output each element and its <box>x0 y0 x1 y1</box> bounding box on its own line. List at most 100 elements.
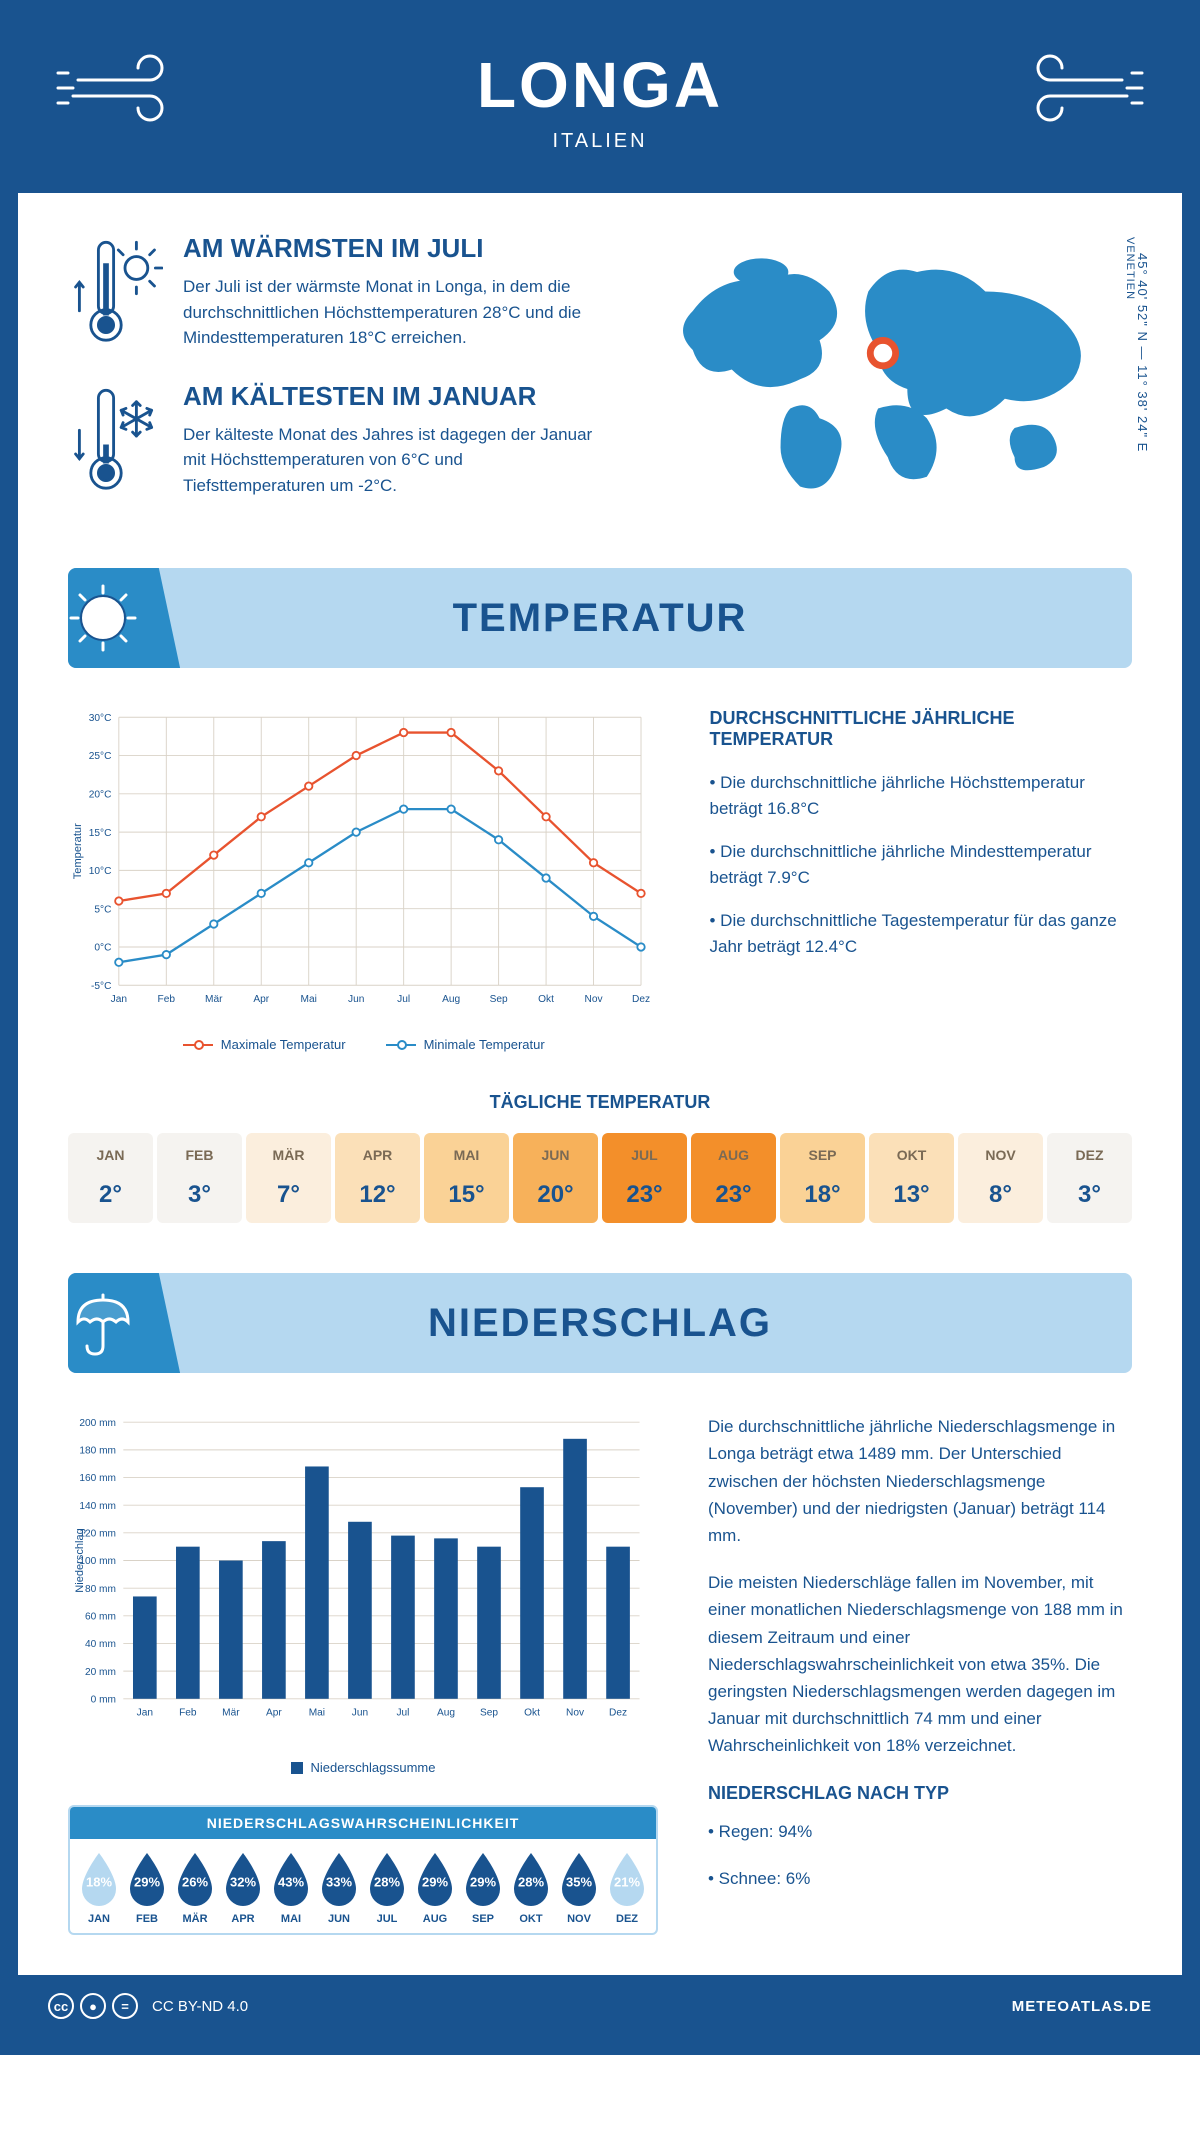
umbrella-icon <box>68 1288 138 1358</box>
precip-section-title: NIEDERSCHLAG <box>68 1301 1132 1346</box>
section-temperature: TEMPERATUR <box>68 568 1132 668</box>
license-text: CC BY-ND 4.0 <box>152 1998 248 2015</box>
svg-text:Aug: Aug <box>442 994 460 1005</box>
world-map <box>644 233 1132 511</box>
daily-cell: MÄR7° <box>246 1133 331 1223</box>
svg-text:Jul: Jul <box>397 994 410 1005</box>
svg-text:200 mm: 200 mm <box>79 1418 116 1429</box>
svg-text:15°C: 15°C <box>89 828 112 839</box>
coordinates: 45° 40' 52" N — 11° 38' 24" E <box>1135 253 1150 452</box>
svg-text:Apr: Apr <box>253 994 269 1005</box>
daily-cell: JUN20° <box>513 1133 598 1223</box>
svg-text:Nov: Nov <box>585 994 604 1005</box>
svg-text:Jan: Jan <box>111 994 127 1005</box>
svg-text:Jul: Jul <box>396 1708 409 1719</box>
temp-info: DURCHSCHNITTLICHE JÄHRLICHE TEMPERATUR •… <box>710 708 1133 1052</box>
svg-text:40 mm: 40 mm <box>85 1639 116 1650</box>
daily-cell: OKT13° <box>869 1133 954 1223</box>
fact-cold-text: Der kälteste Monat des Jahres ist dagege… <box>183 422 604 499</box>
svg-text:Niederschlag: Niederschlag <box>74 1528 86 1592</box>
svg-text:10°C: 10°C <box>89 866 112 877</box>
page-footer: cc●= CC BY-ND 4.0 METEOATLAS.DE <box>18 1975 1182 2037</box>
svg-text:Sep: Sep <box>480 1708 498 1719</box>
svg-text:80 mm: 80 mm <box>85 1584 116 1595</box>
precip-probability-box: NIEDERSCHLAGSWAHRSCHEINLICHKEIT 18%JAN29… <box>68 1805 658 1935</box>
svg-text:-5°C: -5°C <box>91 981 111 992</box>
temp-legend: Maximale Temperatur Minimale Temperatur <box>68 1037 660 1052</box>
fact-warm-title: AM WÄRMSTEN IM JULI <box>183 233 604 264</box>
daily-cell: JAN2° <box>68 1133 153 1223</box>
prob-cell: 28%JUL <box>364 1851 410 1925</box>
daily-cell: FEB3° <box>157 1133 242 1223</box>
svg-text:Apr: Apr <box>266 1708 282 1719</box>
prob-cell: 32%APR <box>220 1851 266 1925</box>
svg-text:Okt: Okt <box>538 994 554 1005</box>
prob-cell: 21%DEZ <box>604 1851 650 1925</box>
svg-text:60 mm: 60 mm <box>85 1612 116 1623</box>
temperature-line-chart: -5°C 0°C 5°C 10°C 15°C 20°C 25°C 30°C Jan Feb Mär A… <box>68 708 660 1052</box>
prob-cell: 29%FEB <box>124 1851 170 1925</box>
prob-cell: 43%MAI <box>268 1851 314 1925</box>
precip-text: Die durchschnittliche jährliche Niedersc… <box>708 1413 1132 1935</box>
precip-legend: Niederschlagssumme <box>68 1760 658 1775</box>
svg-text:0°C: 0°C <box>94 943 111 954</box>
prob-cell: 28%OKT <box>508 1851 554 1925</box>
prob-cell: 35%NOV <box>556 1851 602 1925</box>
svg-text:180 mm: 180 mm <box>79 1446 116 1457</box>
svg-text:Jan: Jan <box>137 1708 153 1719</box>
cc-icons: cc●= <box>48 1993 138 2019</box>
prob-cell: 29%AUG <box>412 1851 458 1925</box>
temp-section-title: TEMPERATUR <box>68 596 1132 641</box>
svg-text:Aug: Aug <box>437 1708 455 1719</box>
wind-icon <box>1022 38 1152 138</box>
daily-temp-title: TÄGLICHE TEMPERATUR <box>68 1092 1132 1113</box>
cc-icon: cc <box>48 1993 74 2019</box>
nd-icon: = <box>112 1993 138 2019</box>
svg-text:20°C: 20°C <box>89 790 112 801</box>
precipitation-bar-chart: 0 mm20 mm40 mm60 mm80 mm100 mm120 mm140 … <box>68 1413 658 1775</box>
daily-cell: DEZ3° <box>1047 1133 1132 1223</box>
daily-temp-grid: JAN2°FEB3°MÄR7°APR12°MAI15°JUN20°JUL23°A… <box>68 1133 1132 1223</box>
svg-text:Mär: Mär <box>205 994 223 1005</box>
svg-text:20 mm: 20 mm <box>85 1667 116 1678</box>
svg-text:30°C: 30°C <box>89 713 112 724</box>
svg-text:Okt: Okt <box>524 1708 540 1719</box>
svg-text:0 mm: 0 mm <box>91 1695 116 1706</box>
svg-text:Jun: Jun <box>348 994 364 1005</box>
page-header: LONGA ITALIEN <box>18 18 1182 193</box>
daily-cell: SEP18° <box>780 1133 865 1223</box>
sun-icon <box>68 583 138 653</box>
fact-warm-text: Der Juli ist der wärmste Monat in Longa,… <box>183 274 604 351</box>
prob-cell: 26%MÄR <box>172 1851 218 1925</box>
svg-text:Dez: Dez <box>632 994 650 1005</box>
svg-text:Sep: Sep <box>490 994 508 1005</box>
page-subtitle: ITALIEN <box>38 130 1162 153</box>
thermometer-cold-icon <box>68 381 163 499</box>
prob-cell: 29%SEP <box>460 1851 506 1925</box>
page-title: LONGA <box>38 48 1162 122</box>
svg-text:5°C: 5°C <box>94 904 111 915</box>
svg-text:Nov: Nov <box>566 1708 585 1719</box>
daily-cell: NOV8° <box>958 1133 1043 1223</box>
prob-cell: 18%JAN <box>76 1851 122 1925</box>
svg-text:Feb: Feb <box>158 994 176 1005</box>
section-precipitation: NIEDERSCHLAG <box>68 1273 1132 1373</box>
daily-cell: MAI15° <box>424 1133 509 1223</box>
svg-text:Mär: Mär <box>222 1708 240 1719</box>
svg-text:Mai: Mai <box>301 994 317 1005</box>
fact-cold-title: AM KÄLTESTEN IM JANUAR <box>183 381 604 412</box>
svg-text:Feb: Feb <box>179 1708 197 1719</box>
svg-text:25°C: 25°C <box>89 751 112 762</box>
fact-coldest: AM KÄLTESTEN IM JANUAR Der kälteste Mona… <box>68 381 604 499</box>
svg-text:160 mm: 160 mm <box>79 1473 116 1484</box>
svg-text:Temperatur: Temperatur <box>72 823 84 879</box>
daily-cell: APR12° <box>335 1133 420 1223</box>
thermometer-hot-icon <box>68 233 163 351</box>
wind-icon <box>48 38 178 138</box>
svg-text:Jun: Jun <box>352 1708 368 1719</box>
daily-cell: AUG23° <box>691 1133 776 1223</box>
fact-warmest: AM WÄRMSTEN IM JULI Der Juli ist der wär… <box>68 233 604 351</box>
svg-text:Dez: Dez <box>609 1708 627 1719</box>
svg-text:140 mm: 140 mm <box>79 1501 116 1512</box>
by-icon: ● <box>80 1993 106 2019</box>
